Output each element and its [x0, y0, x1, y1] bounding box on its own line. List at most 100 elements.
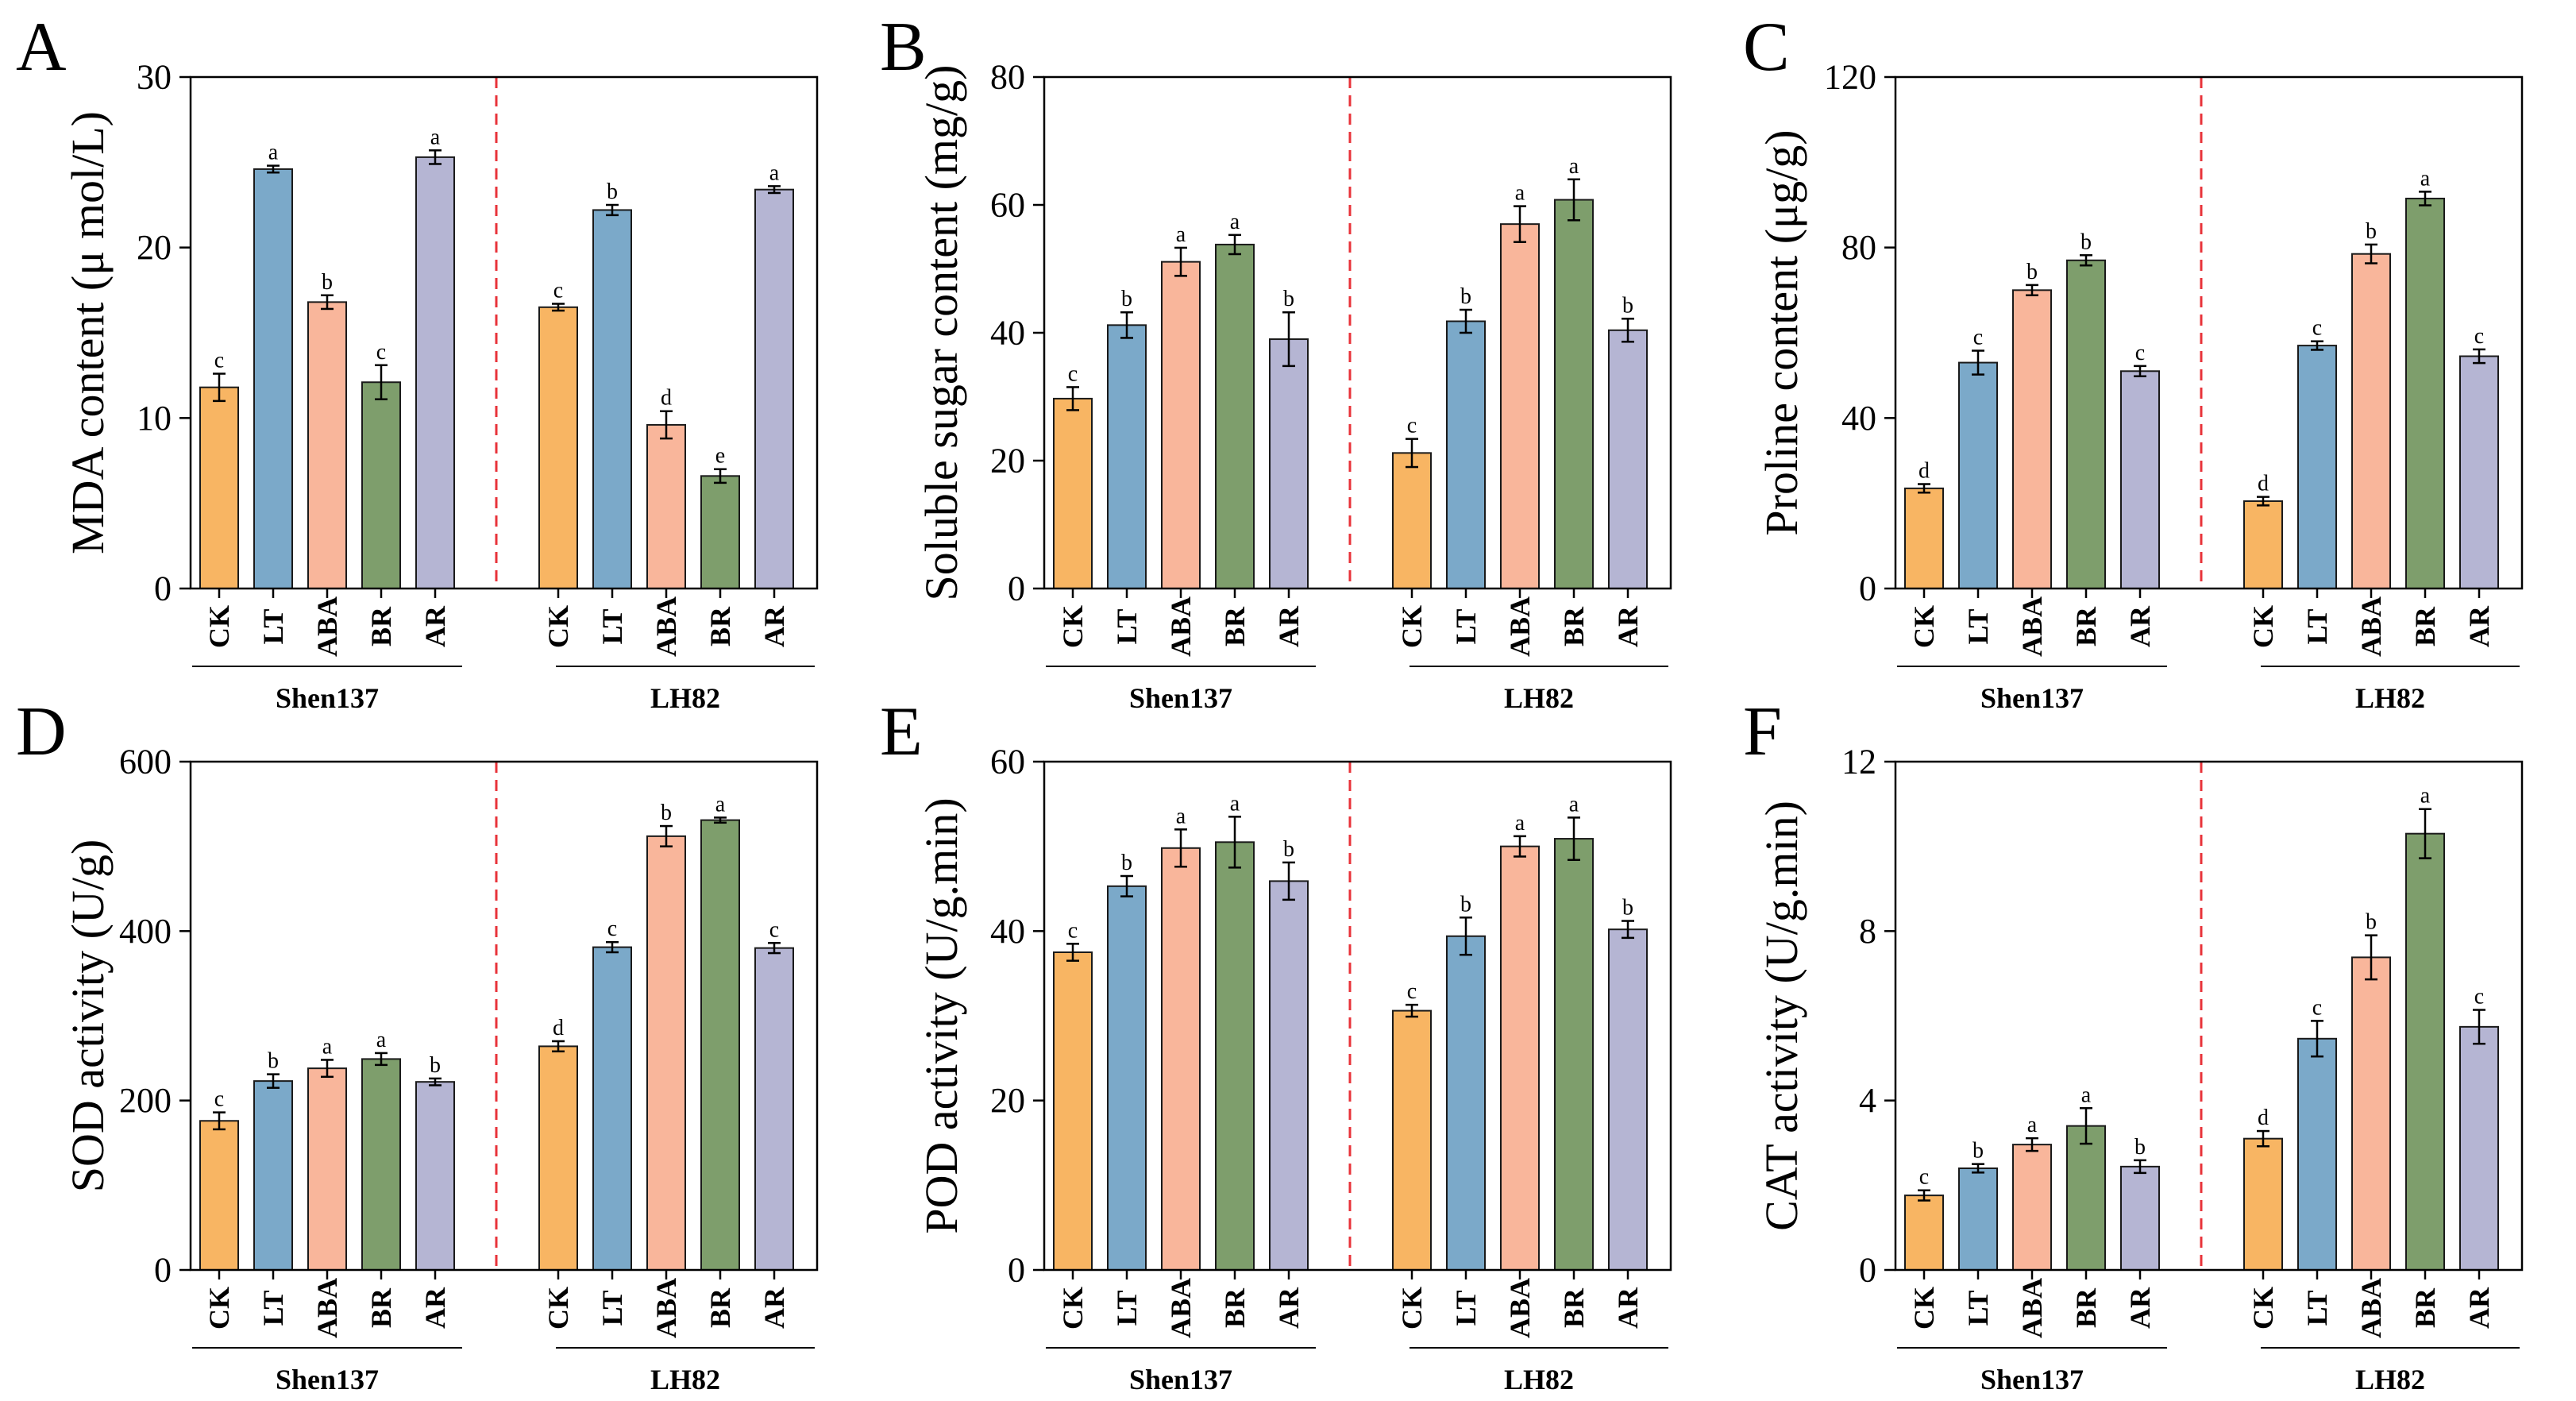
significance-letter: a: [1515, 811, 1525, 836]
bar-lh82-lt: [2297, 345, 2337, 589]
bar-shen137-ck: [199, 386, 239, 589]
significance-letter: c: [1407, 979, 1417, 1004]
bar-shen137-br: [2066, 1125, 2106, 1271]
category-label: ABA: [1504, 1278, 1536, 1338]
bar-lh82-aba: [2351, 956, 2391, 1272]
significance-letter: b: [1121, 287, 1132, 311]
bar-shen137-br: [361, 1058, 401, 1272]
y-tick-label: 60: [990, 186, 1025, 225]
bar-shen137-ar: [415, 1081, 455, 1271]
category-label: CK: [203, 605, 235, 648]
panel-c: C Proline content (μg/g) d CK c LT b ABA b BR c AR d…: [1743, 9, 2524, 714]
category-label: ABA: [2016, 596, 2048, 657]
category-label: LT: [1111, 609, 1143, 645]
bar-lh82-ar: [754, 188, 794, 589]
category-label: LT: [257, 609, 289, 645]
y-tick-label: 0: [1859, 1251, 1876, 1290]
panel-letter: D: [16, 693, 67, 770]
category-label: AR: [419, 1287, 451, 1329]
category-label: AR: [758, 605, 790, 647]
panel-d: D SOD activity (U/g) c CK b LT a ABA a BR b AR d CK c L…: [16, 693, 819, 1395]
panel-letter: C: [1743, 9, 1790, 86]
category-label: ABA: [311, 1278, 343, 1338]
bar-shen137-ck: [1053, 397, 1093, 590]
category-label: BR: [1219, 1287, 1251, 1328]
bar-shen137-aba: [2012, 289, 2052, 589]
bar-shen137-ar: [415, 156, 455, 590]
category-label: AR: [1612, 605, 1644, 647]
category-label: LT: [1111, 1291, 1143, 1326]
group-label: LH82: [650, 682, 720, 714]
y-tick-label: 80: [1841, 228, 1876, 267]
panel-letter: B: [880, 9, 927, 86]
y-tick-label: 30: [137, 58, 172, 97]
bar-shen137-br: [1215, 243, 1255, 589]
group-label: Shen137: [1129, 1364, 1232, 1395]
bar-lh82-br: [2405, 197, 2445, 589]
significance-letter: b: [607, 179, 618, 204]
y-tick-label: 40: [1841, 399, 1876, 438]
y-tick-label: 20: [990, 442, 1025, 481]
bar-shen137-lt: [1958, 361, 1998, 589]
bar-shen137-ar: [2120, 1165, 2160, 1272]
category-label: ABA: [2355, 596, 2387, 657]
bar-shen137-aba: [307, 301, 347, 589]
bar-shen137-lt: [253, 168, 293, 590]
significance-letter: d: [1919, 459, 1930, 484]
significance-letter: b: [1121, 851, 1132, 875]
bar-lh82-br: [1554, 838, 1594, 1271]
category-label: CK: [1057, 605, 1089, 648]
significance-letter: a: [430, 125, 441, 149]
category-label: ABA: [2016, 1278, 2048, 1338]
category-label: ABA: [311, 596, 343, 657]
category-label: LT: [2301, 609, 2333, 645]
significance-letter: c: [1407, 414, 1417, 438]
bar-lh82-ck: [1392, 452, 1432, 590]
category-label: CK: [1057, 1287, 1089, 1330]
bar-lh82-aba: [1500, 223, 1540, 589]
significance-letter: d: [553, 1016, 564, 1040]
significance-letter: b: [1460, 284, 1471, 309]
significance-letter: c: [214, 349, 224, 373]
category-label: ABA: [1165, 596, 1197, 657]
significance-letter: a: [2081, 1083, 2092, 1107]
significance-letter: c: [376, 340, 386, 365]
bar-lh82-lt: [1446, 320, 1486, 589]
bar-lh82-ar: [1608, 928, 1648, 1271]
category-label: LT: [2301, 1291, 2333, 1326]
panel-letter: E: [880, 693, 923, 770]
significance-letter: b: [322, 270, 333, 295]
bar-lh82-ck: [2243, 500, 2283, 590]
bar-lh82-lt: [592, 946, 632, 1271]
panel-letter: A: [16, 9, 67, 86]
bar-lh82-ck: [538, 306, 578, 589]
bar-shen137-lt: [253, 1080, 293, 1271]
bar-lh82-br: [2405, 832, 2445, 1271]
significance-letter: a: [715, 792, 726, 816]
bar-lh82-ar: [2459, 1025, 2499, 1272]
category-label: BR: [704, 606, 736, 646]
y-axis-title: SOD activity (U/g): [62, 839, 114, 1193]
bar-shen137-ck: [1904, 487, 1944, 590]
significance-letter: b: [2366, 219, 2377, 244]
bar-lh82-aba: [1500, 845, 1540, 1271]
bar-lh82-ck: [538, 1045, 578, 1272]
category-label: AR: [1273, 1287, 1305, 1329]
y-tick-label: 0: [1008, 569, 1025, 608]
y-tick-label: 0: [1859, 569, 1876, 608]
group-label: LH82: [2355, 1364, 2425, 1395]
category-label: AR: [1612, 1287, 1644, 1329]
significance-letter: b: [1972, 1139, 1984, 1164]
group-label: LH82: [1504, 682, 1574, 714]
category-label: CK: [542, 1287, 574, 1330]
y-tick-label: 12: [1841, 743, 1876, 782]
significance-letter: b: [430, 1053, 441, 1078]
significance-letter: a: [2420, 784, 2431, 809]
bar-shen137-aba: [1161, 261, 1201, 589]
significance-letter: d: [661, 386, 672, 411]
bar-shen137-lt: [1107, 885, 1147, 1272]
y-axis-title: CAT activity (U/g.min): [1756, 801, 1807, 1231]
y-tick-label: 0: [1008, 1251, 1025, 1290]
plot-frame: [1043, 760, 1672, 1272]
y-tick-label: 200: [119, 1081, 172, 1120]
